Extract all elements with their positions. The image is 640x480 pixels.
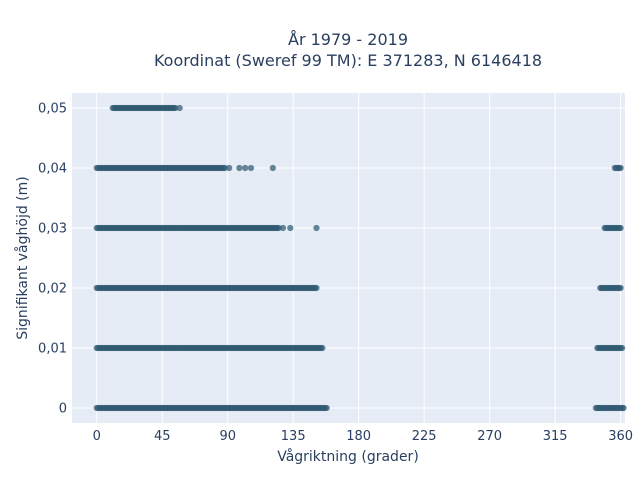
data-point	[176, 104, 183, 112]
y-tick-label: 0,05	[38, 102, 67, 117]
data-point	[323, 404, 330, 412]
y-tick-label: 0,02	[38, 282, 67, 297]
y-tick-labels: 0 0,01 0,02 0,03 0,04 0,05	[38, 102, 67, 417]
x-axis-title: Vågriktning (grader)	[277, 448, 419, 465]
data-point	[313, 284, 320, 292]
x-tick-labels: 0 45 90 135 180 225 270 315 360	[93, 429, 633, 444]
y-tick-label: 0,03	[38, 222, 67, 237]
data-point	[617, 164, 624, 172]
plot-area	[72, 93, 625, 423]
data-point	[620, 404, 627, 412]
data-point	[242, 164, 249, 172]
y-tick-label: 0,01	[38, 342, 67, 357]
x-tick-label: 180	[346, 429, 371, 444]
y-tick-label: 0,04	[38, 162, 67, 177]
data-points	[93, 104, 627, 412]
x-tick-label: 45	[154, 429, 171, 444]
y-axis-title: Signifikant våghöjd (m)	[14, 176, 31, 339]
data-point	[221, 164, 228, 172]
data-point	[172, 104, 179, 112]
chart-title-line1: År 1979 - 2019	[288, 30, 408, 49]
data-point	[287, 224, 294, 232]
y-tick-label: 0	[59, 402, 67, 417]
data-point	[275, 224, 282, 232]
chart-title-line2: Koordinat (Sweref 99 TM): E 371283, N 61…	[154, 51, 542, 70]
data-point	[279, 224, 287, 232]
data-point	[313, 224, 320, 232]
x-tick-label: 270	[477, 429, 502, 444]
x-tick-label: 360	[608, 429, 633, 444]
data-point	[618, 344, 626, 352]
x-tick-label: 90	[219, 429, 236, 444]
data-point	[236, 164, 243, 172]
data-point	[226, 164, 233, 172]
x-tick-label: 225	[412, 429, 437, 444]
x-tick-label: 0	[93, 429, 101, 444]
data-point	[617, 224, 624, 232]
x-tick-label: 315	[543, 429, 568, 444]
x-tick-label: 135	[281, 429, 306, 444]
data-point	[247, 164, 255, 172]
data-point	[617, 284, 624, 292]
data-point	[269, 164, 276, 172]
data-point	[319, 344, 326, 352]
